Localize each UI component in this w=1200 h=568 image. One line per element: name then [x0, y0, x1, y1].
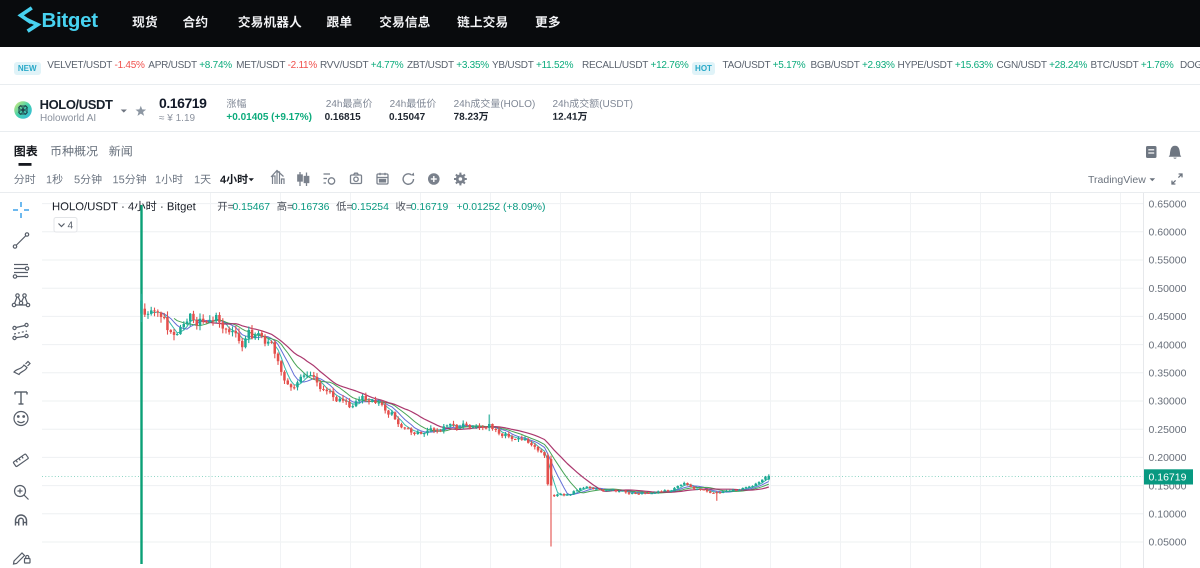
svg-text:4: 4 [68, 221, 74, 232]
svg-text:0.40000: 0.40000 [1149, 339, 1187, 351]
svg-text:0.15467: 0.15467 [233, 202, 271, 213]
svg-text:0.16719: 0.16719 [411, 202, 449, 213]
svg-text:0.60000: 0.60000 [1149, 227, 1187, 239]
svg-text:0.16736: 0.16736 [292, 202, 330, 213]
svg-text:+0.01252 (+8.09%): +0.01252 (+8.09%) [457, 202, 546, 213]
svg-text:TradingView: TradingView [1088, 174, 1146, 186]
svg-text:0.10000: 0.10000 [1149, 509, 1187, 521]
svg-text:0.25000: 0.25000 [1149, 424, 1187, 436]
svg-text:0.45000: 0.45000 [1149, 311, 1187, 323]
svg-text:0.65000: 0.65000 [1149, 198, 1187, 210]
svg-text:0.50000: 0.50000 [1149, 283, 1187, 295]
svg-text:0.15254: 0.15254 [351, 202, 389, 213]
svg-text:0.30000: 0.30000 [1149, 396, 1187, 408]
svg-text:0.35000: 0.35000 [1149, 368, 1187, 380]
svg-text:0.20000: 0.20000 [1149, 452, 1187, 464]
svg-text:0.55000: 0.55000 [1149, 255, 1187, 267]
svg-text:Bitget: Bitget [42, 9, 99, 32]
svg-text:0.16719: 0.16719 [1149, 472, 1187, 484]
svg-text:0.05000: 0.05000 [1149, 537, 1187, 549]
